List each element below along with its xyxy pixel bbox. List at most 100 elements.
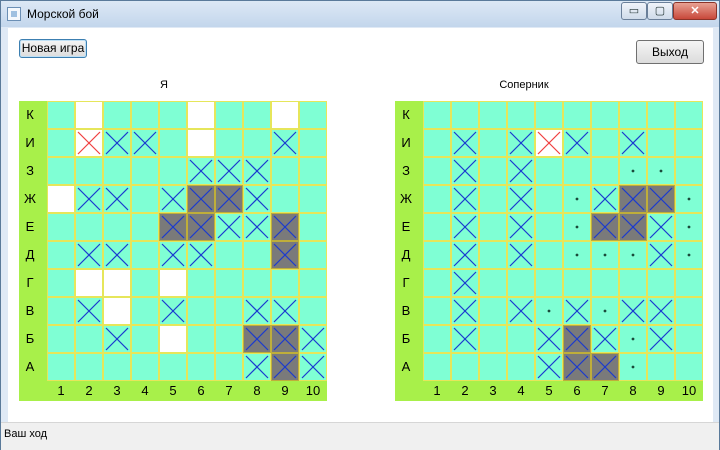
board-cell[interactable] — [535, 297, 563, 325]
board-cell[interactable] — [591, 129, 619, 157]
board-cell[interactable] — [647, 101, 675, 129]
new-game-button[interactable]: Новая игра — [19, 39, 87, 58]
board-cell[interactable] — [591, 157, 619, 185]
board-cell[interactable] — [591, 101, 619, 129]
board-cell[interactable] — [675, 353, 703, 381]
board-cell[interactable] — [423, 129, 451, 157]
board-cell[interactable] — [619, 241, 647, 269]
board-cell[interactable] — [591, 353, 619, 381]
board-cell[interactable] — [535, 157, 563, 185]
board-cell[interactable] — [563, 269, 591, 297]
board-cell[interactable] — [423, 101, 451, 129]
board-cell[interactable] — [423, 353, 451, 381]
board-cell[interactable] — [619, 353, 647, 381]
board-cell[interactable] — [563, 353, 591, 381]
board-cell[interactable] — [507, 101, 535, 129]
board-cell[interactable] — [675, 297, 703, 325]
board-cell[interactable] — [535, 353, 563, 381]
board-cell[interactable] — [591, 297, 619, 325]
board-cell[interactable] — [479, 157, 507, 185]
board-cell[interactable] — [675, 241, 703, 269]
board-cell[interactable] — [535, 101, 563, 129]
board-cell[interactable] — [479, 101, 507, 129]
board-cell[interactable] — [647, 213, 675, 241]
board-cell[interactable] — [507, 325, 535, 353]
board-cell[interactable] — [675, 101, 703, 129]
board-cell[interactable] — [675, 325, 703, 353]
board-cell[interactable] — [563, 297, 591, 325]
board-cell[interactable] — [535, 269, 563, 297]
board-cell[interactable] — [479, 269, 507, 297]
board-cell[interactable] — [535, 213, 563, 241]
board-cell[interactable] — [423, 269, 451, 297]
board-cell[interactable] — [619, 297, 647, 325]
board-cell[interactable] — [507, 129, 535, 157]
board-cell[interactable] — [451, 269, 479, 297]
board-cell[interactable] — [591, 185, 619, 213]
board-cell[interactable] — [423, 157, 451, 185]
board-cell[interactable] — [591, 325, 619, 353]
board-cell[interactable] — [451, 241, 479, 269]
board-cell[interactable] — [647, 269, 675, 297]
board-cell[interactable] — [619, 213, 647, 241]
board-cell[interactable] — [423, 185, 451, 213]
board-cell[interactable] — [675, 269, 703, 297]
board-cell[interactable] — [423, 213, 451, 241]
board-cell[interactable] — [507, 269, 535, 297]
board-cell[interactable] — [675, 213, 703, 241]
board-cell[interactable] — [619, 129, 647, 157]
board-cell[interactable] — [479, 129, 507, 157]
board-cell[interactable] — [647, 129, 675, 157]
board-cell[interactable] — [479, 241, 507, 269]
board-cell[interactable] — [423, 241, 451, 269]
maximize-button[interactable]: ▢ — [647, 2, 673, 20]
board-cell[interactable] — [535, 325, 563, 353]
board-cell[interactable] — [647, 241, 675, 269]
board-cell[interactable] — [451, 325, 479, 353]
board-cell[interactable] — [451, 185, 479, 213]
board-cell[interactable] — [619, 185, 647, 213]
board-cell[interactable] — [535, 129, 563, 157]
board-cell[interactable] — [647, 325, 675, 353]
board-cell[interactable] — [563, 241, 591, 269]
board-cell[interactable] — [563, 129, 591, 157]
board-cell[interactable] — [479, 213, 507, 241]
board-cell[interactable] — [479, 353, 507, 381]
board-cell[interactable] — [563, 157, 591, 185]
close-button[interactable]: ✕ — [673, 2, 717, 20]
board-cell[interactable] — [451, 157, 479, 185]
board-cell[interactable] — [451, 101, 479, 129]
board-cell[interactable] — [563, 325, 591, 353]
board-cell[interactable] — [423, 325, 451, 353]
board-cell[interactable] — [507, 157, 535, 185]
board-cell[interactable] — [619, 325, 647, 353]
board-cell[interactable] — [675, 185, 703, 213]
board-cell[interactable] — [507, 185, 535, 213]
board-cell[interactable] — [647, 185, 675, 213]
board-cell[interactable] — [563, 213, 591, 241]
board-cell[interactable] — [451, 129, 479, 157]
board-cell[interactable] — [507, 241, 535, 269]
exit-button[interactable]: Выход — [636, 40, 704, 64]
board-cell[interactable] — [675, 129, 703, 157]
board-cell[interactable] — [451, 297, 479, 325]
board-cell[interactable] — [507, 353, 535, 381]
board-cell[interactable] — [647, 297, 675, 325]
board-cell[interactable] — [451, 353, 479, 381]
board-cell[interactable] — [479, 325, 507, 353]
board-cell[interactable] — [479, 297, 507, 325]
board-cell[interactable] — [675, 157, 703, 185]
opponent-board[interactable]: К И З Ж Е Д Г В Б А 1 2 3 4 5 6 7 8 9 10 — [395, 101, 703, 401]
board-cell[interactable] — [507, 213, 535, 241]
board-cell[interactable] — [619, 269, 647, 297]
title-bar[interactable]: Морской бой ▭ ▢ ✕ — [1, 1, 719, 27]
board-cell[interactable] — [563, 185, 591, 213]
board-cell[interactable] — [647, 353, 675, 381]
board-cell[interactable] — [451, 213, 479, 241]
board-cell[interactable] — [619, 101, 647, 129]
board-cell[interactable] — [479, 185, 507, 213]
board-cell[interactable] — [591, 213, 619, 241]
board-cell[interactable] — [591, 241, 619, 269]
board-cell[interactable] — [591, 269, 619, 297]
board-cell[interactable] — [507, 297, 535, 325]
